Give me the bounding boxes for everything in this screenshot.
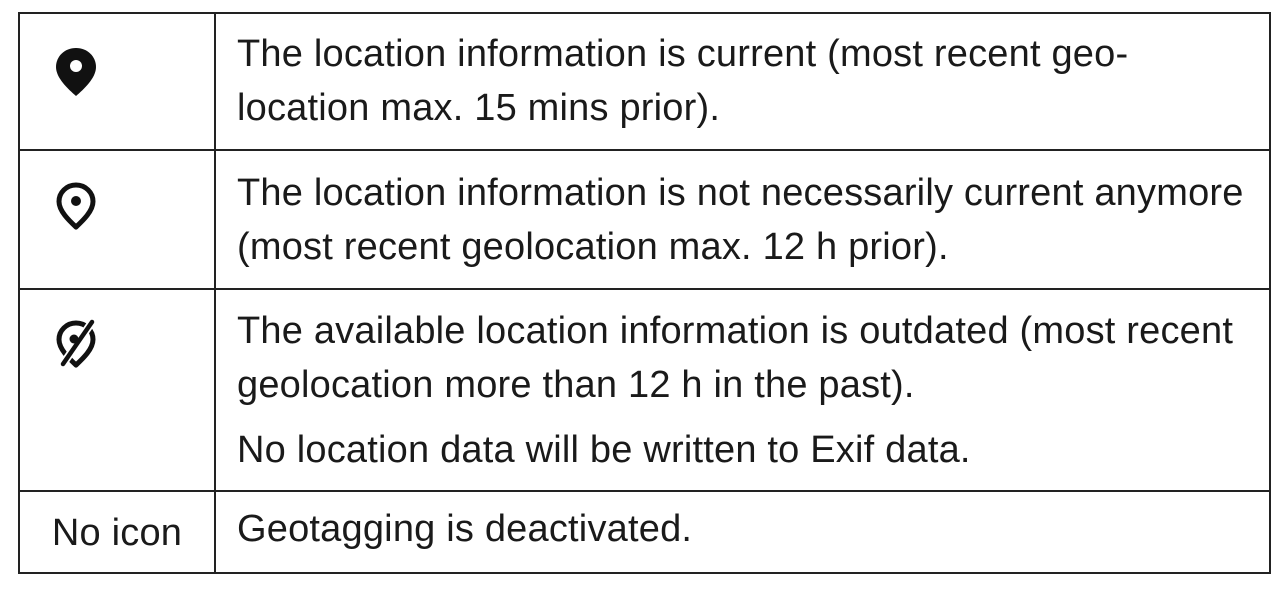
exif-note-text: No location data will be written to Exif… [237,429,971,471]
description-cell: The location information is current (mos… [214,12,1271,151]
no-icon-label: No icon [51,512,183,554]
description-text: Geotagging is deactivated. [237,508,693,550]
description-text: The location information is current (mos… [237,33,1129,129]
icon-cell: No icon [18,490,216,574]
location-pin-outline-icon [56,182,96,230]
icon-cell [18,12,216,151]
description-text: The available location information is ou… [237,310,1234,406]
location-pin-filled-icon [56,48,96,96]
location-pin-crossed-icon [56,318,96,368]
description-cell: The location information is not necessar… [214,149,1271,290]
geotagging-status-table: The location information is current (mos… [18,12,1271,574]
table-row: No icon Geotagging is deactivated. [18,490,1271,574]
icon-cell [18,288,216,492]
description-text: The location information is not necessar… [237,172,1244,268]
table-row: The location information is current (mos… [18,12,1271,151]
icon-cell [18,149,216,290]
table-row: The available location information is ou… [18,288,1271,492]
description-cell: Geotagging is deactivated. [214,490,1271,574]
description-cell: The available location information is ou… [214,288,1271,492]
table-row: The location information is not necessar… [18,149,1271,290]
